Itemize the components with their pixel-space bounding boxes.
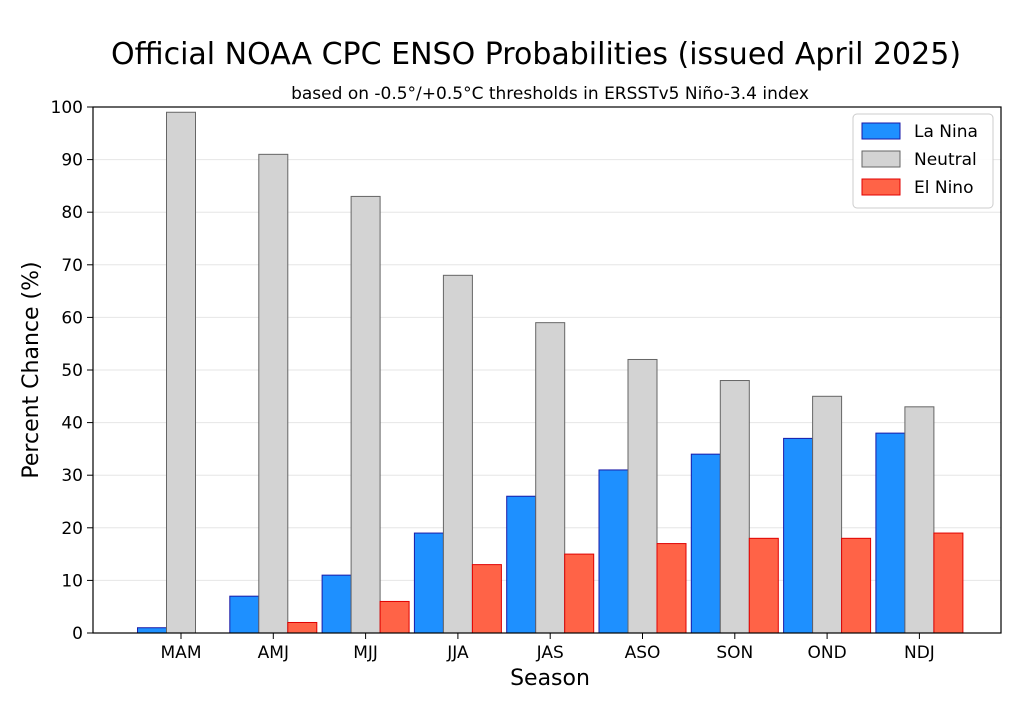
legend-label: El Nino [914,178,973,198]
x-tick-label: OND [807,643,846,663]
x-axis-ticks: MAM AMJ MJJ JJA JAS ASO SON OND NDJ [161,633,935,663]
x-axis-label: Season [510,666,590,691]
bar-la-nina-mam [137,627,167,634]
y-tick-label: 10 [61,571,83,591]
y-tick-label: 70 [61,256,83,276]
bar-el-nino-son [748,537,779,634]
x-tick-label: MAM [161,643,202,663]
y-tick-label: 30 [61,466,83,486]
y-tick-label: 100 [51,98,83,118]
bar-neutral-mjj [350,195,381,634]
bar-la-nina-mjj [321,574,352,634]
bar-neutral-ond [812,395,843,634]
bar-el-nino-jja [471,564,502,634]
bar-neutral-mam [166,111,196,634]
x-tick-label: JJA [446,643,469,663]
bar-la-nina-ond [783,437,814,634]
bar-neutral-amj [258,153,289,634]
legend-swatch-la-nina [861,122,901,140]
bar-neutral-son [719,380,750,634]
bar-la-nina-ndj [875,432,906,634]
bar-neutral-jja [442,274,473,634]
x-tick-label: SON [716,643,753,663]
y-tick-label: 90 [61,151,83,171]
bar-la-nina-jja [413,532,444,634]
y-axis-label: Percent Chance (%) [19,261,44,478]
x-tick-label: NDJ [904,643,935,663]
bar-neutral-aso [627,358,658,634]
x-tick-label: JAS [536,643,564,663]
chart-title: Official NOAA CPC ENSO Probabilities (is… [111,37,961,72]
y-tick-label: 40 [61,414,83,434]
bar-el-nino-amj [287,621,318,634]
y-tick-label: 20 [61,519,83,539]
bars [137,111,964,634]
bar-el-nino-aso [656,543,687,634]
x-tick-label: AMJ [258,643,289,663]
bar-neutral-ndj [904,406,935,634]
bar-la-nina-amj [229,595,260,634]
chart-subtitle: based on -0.5°/+0.5°C thresholds in ERSS… [291,84,809,104]
legend-label: La Nina [914,122,978,142]
y-tick-label: 60 [61,308,83,328]
bar-el-nino-jas [564,553,595,634]
y-tick-label: 80 [61,203,83,223]
x-tick-label: MJJ [353,643,378,663]
bar-la-nina-aso [598,469,629,634]
bar-el-nino-ond [841,537,872,634]
y-axis-ticks: 0 10 20 30 40 50 60 70 80 90 100 [51,98,93,644]
y-tick-label: 50 [61,361,83,381]
bar-el-nino-ndj [933,532,964,634]
legend-swatch-neutral [861,150,901,168]
bar-neutral-jas [535,322,566,634]
bar-la-nina-son [690,453,721,634]
x-tick-label: ASO [625,643,661,663]
legend: La Nina Neutral El Nino [852,113,994,209]
legend-label: Neutral [914,150,977,170]
bar-la-nina-jas [506,495,537,634]
y-tick-label: 0 [72,624,83,644]
legend-swatch-el-nino [861,178,901,196]
bar-el-nino-mjj [379,600,410,634]
